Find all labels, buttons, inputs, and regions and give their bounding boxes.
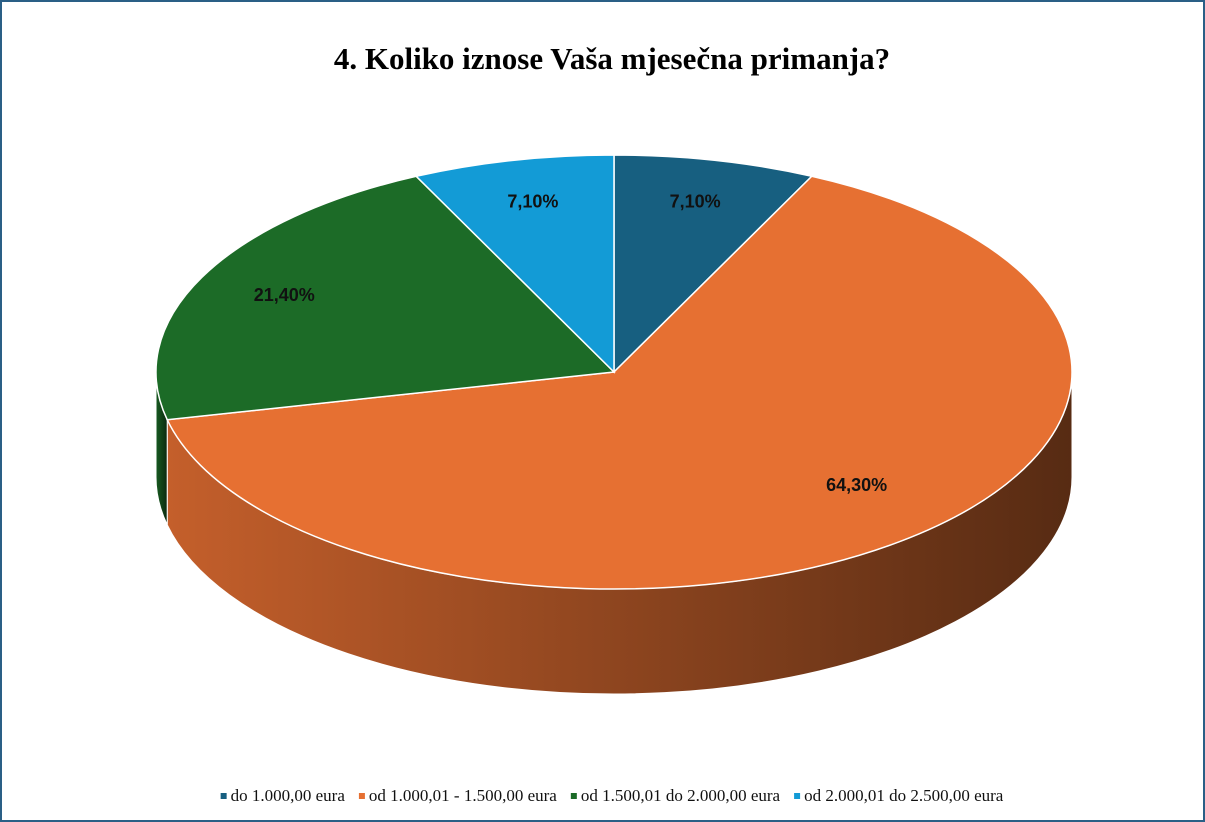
- legend-swatch: [570, 793, 577, 799]
- data-label: 21,40%: [254, 285, 315, 305]
- data-label: 7,10%: [507, 191, 558, 211]
- legend: do 1.000,00 eura od 1.000,01 - 1.500,00 e…: [220, 786, 1004, 805]
- data-label: 7,10%: [670, 191, 721, 211]
- slice: [155, 175, 616, 421]
- slice: [166, 175, 1073, 590]
- slice: [613, 154, 814, 374]
- slice: [414, 154, 615, 374]
- legend-label: od 1.500,01 do 2.000,00 eura: [581, 786, 781, 805]
- pie: 7,10% 64,30% 21,40% 7,10%: [155, 154, 1073, 695]
- legend-label: do 1.000,00 eura: [231, 786, 346, 805]
- data-label: 64,30%: [826, 475, 887, 495]
- chart-title: 4. Koliko iznose Vaša mjesečna primanja?: [334, 41, 890, 76]
- legend-swatch: [794, 793, 801, 799]
- legend-label: od 2.000,01 do 2.500,00 eura: [804, 786, 1004, 805]
- legend-swatch: [220, 793, 227, 799]
- legend-swatch: [358, 793, 365, 799]
- legend-label: od 1.000,01 - 1.500,00 eura: [369, 786, 557, 805]
